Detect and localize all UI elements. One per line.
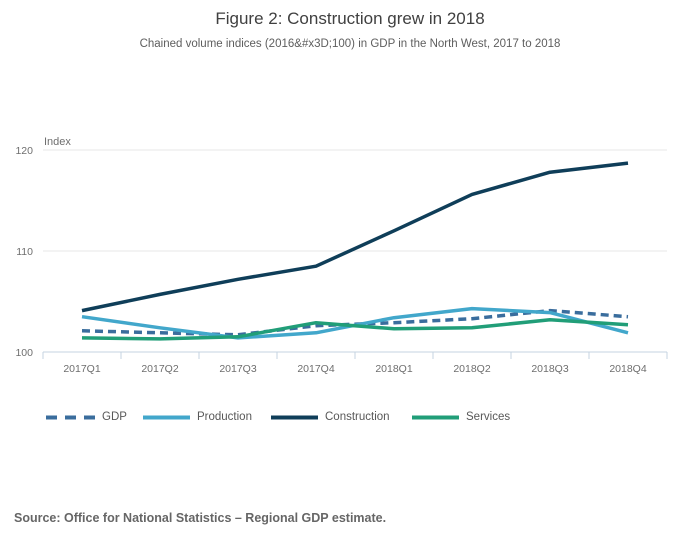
services-line-swatch	[412, 415, 459, 419]
legend-label-construction: Construction	[325, 411, 390, 423]
series-line-construction	[81, 161, 629, 313]
y-tick-label-120: 120	[15, 145, 33, 157]
production-line-swatch	[143, 415, 190, 419]
y-tick-label-100: 100	[15, 347, 33, 359]
chart-title: Figure 2: Construction grew in 2018	[215, 9, 485, 28]
legend-item-services[interactable]: Services	[412, 406, 510, 428]
x-tick-label-2018Q1: 2018Q1	[375, 363, 413, 375]
x-tick-label-2017Q3: 2017Q3	[219, 363, 257, 375]
series-line-gdp	[81, 308, 629, 337]
legend-item-gdp[interactable]: GDP	[46, 406, 127, 428]
legend-item-production[interactable]: Production	[143, 406, 252, 428]
x-tick-label-2017Q4: 2017Q4	[297, 363, 335, 375]
gdp-dashed-line-swatch	[46, 415, 95, 419]
chart-subtitle: Chained volume indices (2016&#x3D;100) i…	[139, 38, 561, 50]
source-text: Source: Office for National Statistics –…	[14, 511, 387, 525]
line-chart: 100 110 120 Index 2017Q1 2017Q2 2017Q3 2017Q4 20…	[0, 128, 700, 388]
legend-item-construction[interactable]: Construction	[271, 406, 390, 428]
x-tick-label-2018Q4: 2018Q4	[609, 363, 647, 375]
x-tick-label-2018Q2: 2018Q2	[453, 363, 491, 375]
legend-label-production: Production	[197, 411, 252, 423]
x-tick-label-2017Q1: 2017Q1	[63, 363, 101, 375]
x-tick-label-2018Q3: 2018Q3	[531, 363, 569, 375]
chart-canvas: 100 110 120 Index 2017Q1 2017Q2 2017Q3 2017Q4 20…	[15, 136, 668, 375]
chart-legend: GDP Production Construction Services	[0, 406, 700, 428]
legend-label-services: Services	[466, 411, 511, 423]
construction-line-swatch	[271, 415, 318, 419]
y-tick-label-110: 110	[16, 246, 33, 258]
x-tick-label-2017Q2: 2017Q2	[141, 363, 179, 375]
legend-label-gdp: GDP	[102, 411, 127, 423]
y-axis-title: Index	[44, 136, 71, 148]
series-line-services	[81, 317, 629, 341]
